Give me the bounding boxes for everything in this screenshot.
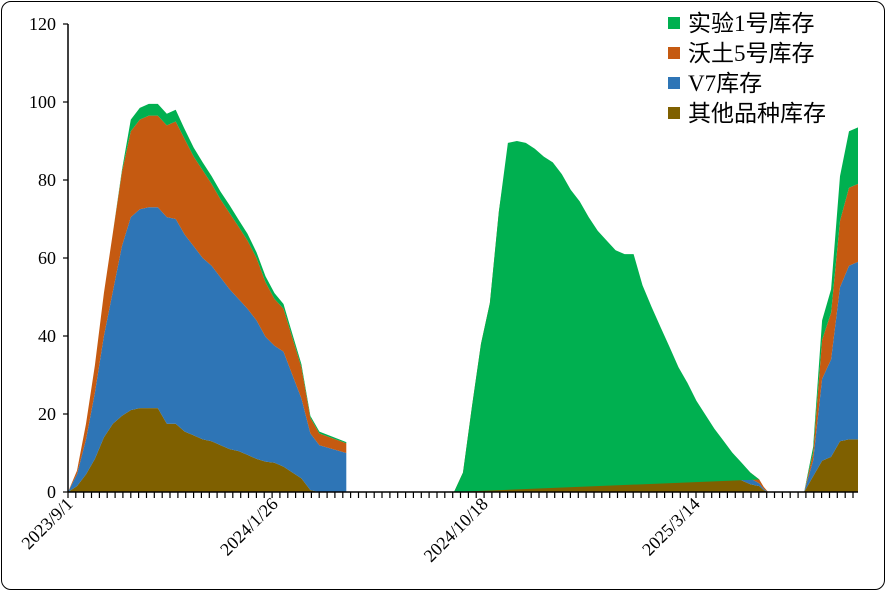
area-3-segment-2 <box>804 127 858 493</box>
y-axis-ticks: 0 20 40 60 80 100 120 <box>29 14 68 502</box>
y-tick-label: 0 <box>47 482 56 502</box>
y-tick-label: 20 <box>38 404 56 424</box>
x-axis-labels: 2023/9/1 2024/1/26 2024/10/18 2025/3/14 <box>17 494 703 566</box>
y-tick-label: 100 <box>29 92 56 112</box>
y-tick-label: 80 <box>38 170 56 190</box>
legend-label: V7库存 <box>688 71 762 96</box>
x-axis-ticks <box>67 492 854 498</box>
y-tick-label: 120 <box>29 14 56 34</box>
x-tick-label: 2024/10/18 <box>420 494 492 566</box>
y-tick-label: 40 <box>38 326 56 346</box>
area-1-segment-0 <box>68 207 347 493</box>
y-tick-label: 60 <box>38 248 56 268</box>
legend-label: 沃土5号库存 <box>688 41 815 66</box>
legend-swatch <box>668 107 680 119</box>
x-tick-label: 2023/9/1 <box>17 494 76 553</box>
area-0-segment-0 <box>68 408 347 492</box>
area-2-segment-0 <box>68 115 347 492</box>
legend-swatch <box>668 77 680 89</box>
legend-label: 其他品种库存 <box>688 101 826 126</box>
legend-swatch <box>668 17 680 29</box>
area-layers <box>68 103 858 493</box>
legend-swatch <box>668 47 680 59</box>
area-2-segment-2 <box>804 183 858 492</box>
x-tick-label: 2025/3/14 <box>638 494 704 560</box>
x-tick-label: 2024/1/26 <box>216 494 282 560</box>
area-3-segment-1 <box>454 141 760 492</box>
legend-label: 实验1号库存 <box>688 11 815 36</box>
area-1-segment-2 <box>804 261 858 492</box>
area-0-segment-2 <box>804 439 858 492</box>
